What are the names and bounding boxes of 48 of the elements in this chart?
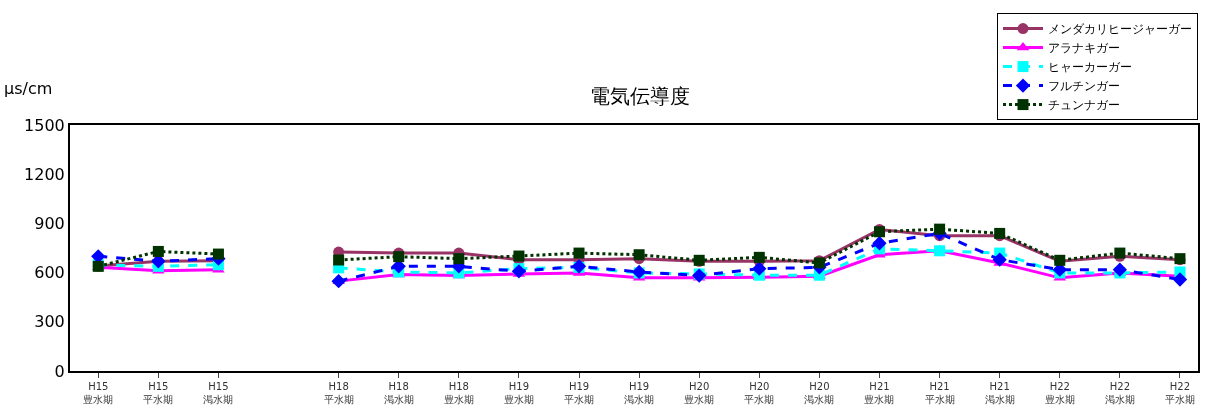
- point: [212, 248, 224, 260]
- legend-label: チュンナガー: [1048, 98, 1120, 113]
- point: [1172, 272, 1188, 287]
- point: [992, 252, 1007, 267]
- point: [872, 236, 887, 251]
- x-tick-label: H19 渇水期: [624, 381, 655, 405]
- point: [513, 250, 525, 262]
- x-tick-label: H18 渇水期: [383, 381, 414, 405]
- x-tick-label: H20 渇水期: [804, 381, 835, 405]
- point: [1112, 262, 1128, 277]
- point: [934, 223, 946, 235]
- x-tick-label: H15 渇水期: [203, 381, 234, 405]
- x-tick-label: H22 渇水期: [1104, 381, 1135, 405]
- legend-label: メンダカリヒージャーガー: [1048, 22, 1192, 37]
- x-tick-label: H21 平水期: [924, 381, 955, 405]
- point: [331, 273, 346, 289]
- x-tick-label: H18 平水期: [323, 381, 354, 405]
- point: [333, 254, 345, 266]
- legend-label: フルチンガー: [1048, 79, 1120, 94]
- point: [152, 245, 164, 257]
- x-tick-label: H21 豊水期: [864, 381, 895, 405]
- point: [573, 247, 585, 259]
- x-tick-label: H19 平水期: [564, 381, 595, 405]
- x-tick-label: H20 平水期: [744, 381, 775, 405]
- y-axis-title: μs/cm: [4, 79, 53, 98]
- y-tick-label: 1500: [24, 115, 65, 135]
- y-tick-label: 0: [54, 361, 65, 381]
- y-tick-label: 600: [34, 263, 65, 283]
- chart-title: 電気伝導度: [590, 83, 691, 108]
- point: [511, 264, 527, 279]
- point: [753, 251, 765, 263]
- point: [393, 251, 405, 263]
- x-tick-label: H20 豊水期: [684, 381, 715, 405]
- point: [633, 249, 645, 261]
- x-tick-label: H18 豊水期: [443, 381, 474, 405]
- y-tick-label: 1200: [24, 164, 65, 184]
- point: [453, 253, 465, 265]
- legend-label: アラナキガー: [1048, 41, 1120, 56]
- x-tick-label: H21 渇水期: [984, 381, 1015, 405]
- y-tick-label: 900: [34, 214, 65, 233]
- x-tick-label: H19 豊水期: [503, 381, 534, 405]
- x-tick-label: H22 豊水期: [1044, 381, 1075, 405]
- legend-label: ヒャーカーガー: [1048, 60, 1132, 75]
- x-tick-label: H15 豊水期: [83, 381, 114, 405]
- point: [752, 261, 767, 276]
- y-tick-label: 300: [34, 312, 65, 332]
- x-tick-label: H22 平水期: [1164, 381, 1195, 405]
- x-tick-label: H15 平水期: [143, 381, 174, 405]
